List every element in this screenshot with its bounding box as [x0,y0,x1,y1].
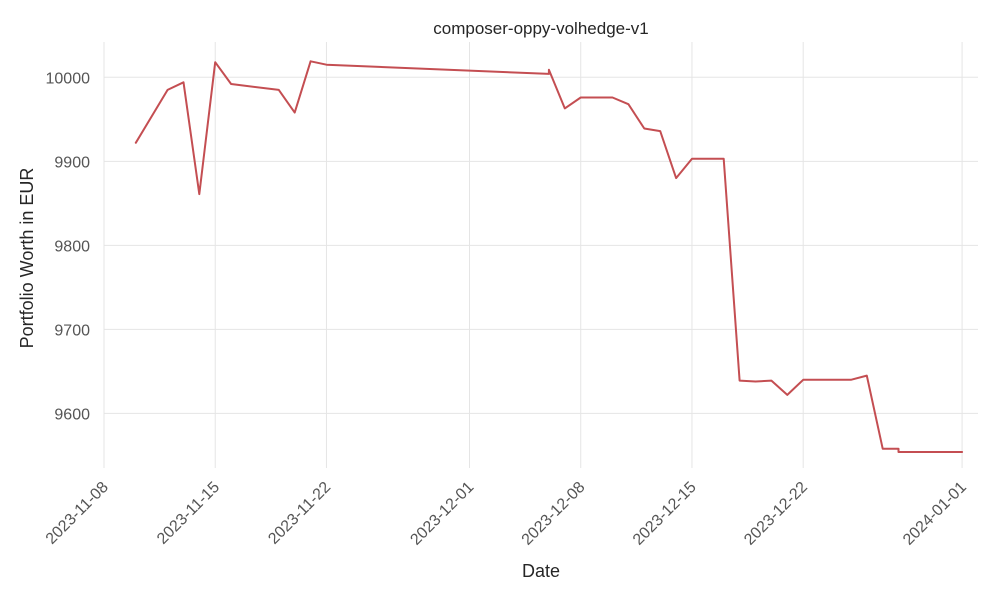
x-tick-label: 2023-12-15 [630,479,700,549]
x-axis-label: Date [522,561,560,581]
series-line [134,60,964,453]
y-tick-label: 10000 [46,70,91,87]
y-tick-label: 9600 [54,406,90,423]
x-tick-label: 2023-12-08 [519,479,589,549]
x-tick-label: 2023-12-01 [407,479,477,549]
chart-title: composer-oppy-volhedge-v1 [433,19,648,38]
x-tick-label: 2023-11-08 [43,479,112,548]
y-tick-label: 9700 [54,322,90,339]
y-tick-label: 9800 [54,238,90,255]
x-tick-label: 2023-11-15 [154,479,223,548]
x-axis-ticks: 2023-11-08 2023-11-15 2023-11-22 2023-12-01… [43,479,970,549]
y-axis-ticks: 9600 9700 9800 9900 10000 [46,70,91,423]
grid [103,42,978,468]
series-layer [134,60,964,453]
x-tick-label: 2024-01-01 [900,479,970,549]
y-tick-label: 9900 [54,154,90,171]
x-tick-label: 2023-12-22 [741,479,811,549]
y-axis-label: Portfolio Worth in EUR [17,168,37,349]
x-tick-label: 2023-11-22 [265,479,334,548]
